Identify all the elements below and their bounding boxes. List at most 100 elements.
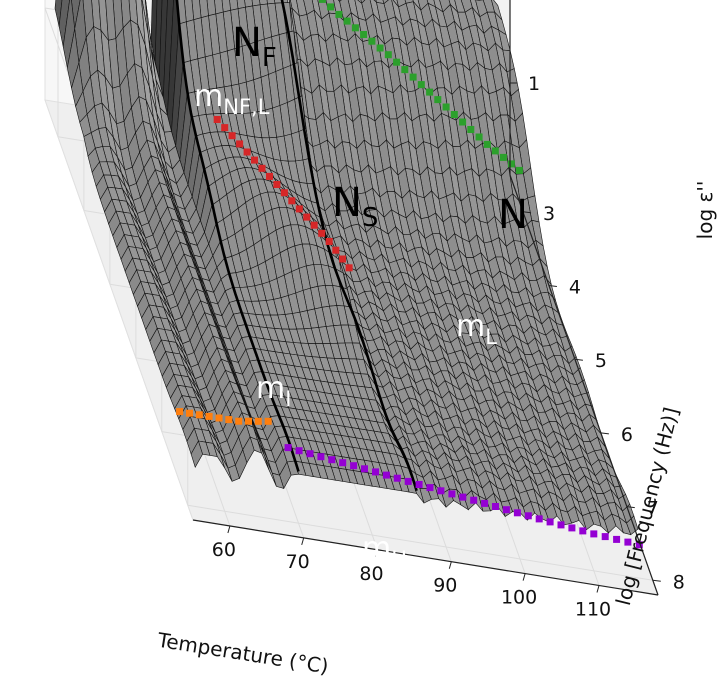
surface-cell: [58, 0, 70, 47]
mode-dot: [579, 527, 587, 535]
mode-dot: [295, 205, 303, 213]
mode-dot: [228, 132, 236, 140]
mode-dot: [590, 530, 598, 538]
surface-cell: [559, 509, 572, 526]
mode-dot: [310, 221, 318, 229]
mode-dot: [481, 499, 489, 507]
y-tick-mark: [600, 432, 609, 435]
mode-dot: [215, 414, 223, 422]
mode-dot: [328, 456, 336, 464]
mode-dot: [437, 487, 445, 495]
mode-dot: [491, 147, 499, 155]
surface-cell: [54, 0, 63, 27]
mode-dot: [499, 153, 507, 161]
x-tick-label: 80: [359, 563, 383, 585]
mode-dot: [524, 512, 532, 520]
x-tick-label: 100: [501, 587, 537, 609]
mode-dot: [401, 66, 409, 74]
mode-dot: [339, 255, 346, 263]
mode-dot: [393, 474, 401, 482]
mode-dot: [339, 459, 347, 467]
x-tick-label: 110: [575, 599, 611, 621]
phase-label: NS: [332, 180, 378, 233]
mode-dot: [288, 197, 296, 205]
mode-dot: [284, 444, 292, 452]
y-axis-line: [509, 174, 659, 596]
mode-dot: [470, 496, 478, 504]
x-tick-label: 90: [433, 575, 457, 597]
mode-dot: [415, 481, 423, 488]
mode-label: mL: [456, 309, 497, 349]
mode-dot: [376, 44, 384, 52]
mode-dot: [264, 417, 272, 425]
mode-label: mH: [362, 531, 407, 571]
mode-trace-h: [284, 444, 643, 549]
mode-dot: [483, 140, 491, 148]
mode-dot: [507, 160, 515, 168]
transition-line-2: [280, 0, 418, 492]
mode-dot: [303, 213, 311, 221]
mode-dot: [186, 409, 193, 417]
y-tick-mark: [652, 579, 661, 582]
surface-cell: [190, 440, 203, 468]
mode-dot: [243, 148, 251, 156]
mode-dot: [475, 133, 483, 141]
mode-dot: [332, 246, 340, 254]
transition-line-1: [175, 0, 300, 472]
mode-dot: [409, 73, 417, 81]
mode-dot: [236, 140, 244, 148]
x-tick-mark: [596, 585, 600, 593]
y-tick-label: 3: [543, 203, 555, 225]
mode-dot: [245, 417, 252, 425]
mode-dot: [502, 506, 510, 514]
y-tick-label: 5: [595, 350, 607, 372]
mode-dot: [417, 81, 425, 89]
mode-dot: [450, 111, 458, 118]
z-tick-label: 1: [528, 73, 540, 95]
mode-dot: [426, 484, 434, 492]
mode-dot: [459, 493, 467, 501]
x-tick-label: 60: [212, 539, 236, 561]
mode-dot: [601, 533, 609, 541]
z-tick-label: 2: [528, 0, 540, 3]
grid-line-floor-y: [187, 504, 653, 581]
mode-dot: [546, 518, 554, 526]
mode-dot: [393, 58, 401, 66]
mode-dot: [235, 417, 243, 425]
mode-dot: [176, 408, 184, 416]
mode-dot: [251, 156, 258, 164]
y-tick-label: 7: [647, 498, 659, 520]
x-tick-mark: [448, 561, 452, 569]
mode-dot: [492, 503, 499, 510]
axes-lines: [192, 0, 661, 596]
mode-dot: [434, 96, 442, 104]
mode-dot: [280, 189, 288, 197]
surface-cell: [271, 472, 285, 489]
mode-labels: mNF,L mL mI mNF,H mH: [96, 79, 497, 571]
mode-dot: [361, 465, 368, 473]
mode-dot: [513, 509, 521, 517]
phase-label: NF: [232, 20, 277, 73]
y-tick-mark: [574, 358, 583, 361]
y-tick-mark: [522, 211, 532, 214]
relaxation-modes: [176, 0, 643, 549]
mode-dot: [448, 490, 456, 498]
y-tick-label: 4: [569, 277, 581, 299]
surface-cell: [515, 497, 528, 521]
mode-dot: [225, 416, 233, 424]
mode-label: mNF,L: [194, 79, 270, 119]
mode-dot: [345, 264, 353, 272]
mode-dot: [404, 477, 412, 485]
mode-dot: [426, 88, 434, 96]
surface-cell: [596, 511, 610, 534]
x-tick-label: 70: [286, 551, 310, 573]
mode-dot: [325, 238, 333, 245]
mode-dot: [535, 515, 543, 523]
mode-trace-nfh: [176, 408, 272, 425]
mode-dot: [557, 521, 565, 529]
y-tick-mark: [626, 506, 635, 509]
mode-dot: [635, 541, 643, 549]
mode-dot: [221, 124, 229, 132]
